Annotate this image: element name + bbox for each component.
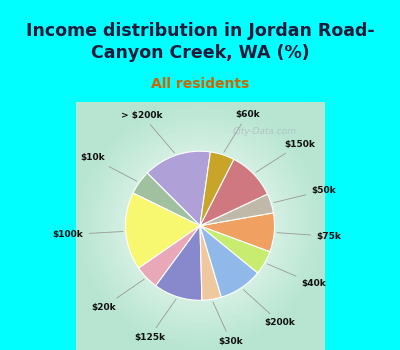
Text: $60k: $60k [224,110,260,152]
Text: $100k: $100k [53,230,123,239]
Wedge shape [200,226,258,297]
Text: All residents: All residents [151,77,249,91]
Wedge shape [147,151,210,226]
Text: $150k: $150k [256,140,315,172]
Text: $125k: $125k [134,299,176,342]
Text: $75k: $75k [277,232,341,241]
Text: $50k: $50k [274,186,336,203]
Text: Income distribution in Jordan Road-
Canyon Creek, WA (%): Income distribution in Jordan Road- Cany… [26,22,374,62]
Text: > $200k: > $200k [121,111,174,153]
Text: $20k: $20k [92,279,144,312]
Wedge shape [126,193,200,268]
Wedge shape [200,226,270,273]
Wedge shape [156,226,202,300]
Text: $30k: $30k [213,302,243,345]
Wedge shape [200,159,268,226]
Text: City-Data.com: City-Data.com [233,127,297,136]
Wedge shape [200,226,221,300]
Wedge shape [133,173,200,226]
Wedge shape [200,194,274,226]
Wedge shape [200,152,234,226]
Wedge shape [200,213,274,252]
Text: $200k: $200k [244,290,296,328]
Text: $40k: $40k [267,264,326,288]
Text: $10k: $10k [80,153,137,181]
Wedge shape [139,226,200,286]
